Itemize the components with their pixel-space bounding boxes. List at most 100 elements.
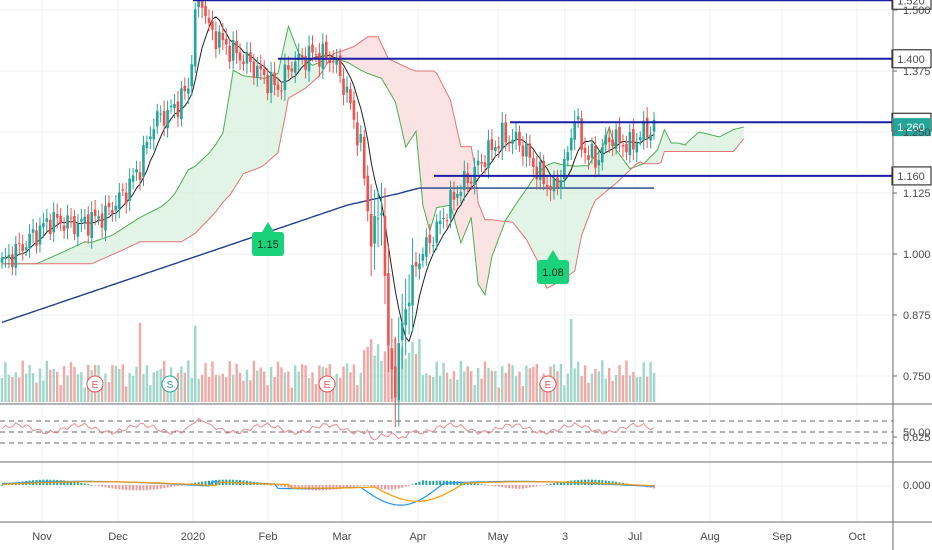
macd-histogram-bar [139,485,141,491]
candle-body [35,230,38,246]
candle-body [618,126,621,143]
candle-body [521,145,525,157]
macd-histogram-bar [390,485,393,490]
candle-body [614,129,618,149]
price-tick-label: 1.250 [903,127,931,139]
candle-body [318,53,321,67]
candle-body [252,61,256,78]
macd-histogram-bar [404,485,407,487]
candle-body [86,214,90,236]
candle-body [325,41,328,58]
candle-body [428,234,432,244]
price-tick-label: 1.000 [903,249,931,261]
volume-bar [559,363,563,402]
macd-histogram-bar [484,484,486,486]
macd-histogram-bar [549,483,552,485]
volume-bar [601,360,604,402]
volume-bar [156,370,159,402]
candle-body [535,166,539,180]
candle-body [356,122,359,146]
volume-bar [473,384,476,402]
volume-bar [187,360,190,402]
volume-bar [535,363,538,402]
volume-bar [100,380,104,402]
candle-body [7,254,11,258]
volume-bar [428,375,431,402]
volume-bar [24,373,28,402]
volume-bar [76,374,80,402]
candle-body [190,64,194,87]
candle-body [138,172,142,180]
candle-body [542,160,545,185]
macd-histogram-bar [394,485,397,490]
macd-histogram-bar [504,485,507,488]
macd-histogram-bar [363,484,366,486]
cloud-bull [643,127,744,164]
volume-bar [228,361,231,402]
volume-bar [159,369,162,402]
candle-body [31,229,35,233]
volume-bar [131,375,135,402]
candle-body [4,257,7,259]
volume-bar [425,373,428,402]
candle-body [345,86,349,93]
macd-tick: 0.000 [903,480,931,492]
macd-histogram-bar [166,485,169,488]
volume-bar [7,374,11,402]
volume-bar [563,385,566,402]
candle-body [559,180,563,189]
time-axis[interactable]: Nov Dec 2020 Feb Mar Apr May 3 Jul Aug Sep Oct [32,531,865,543]
macd-histogram-bar [104,485,107,488]
volume-bar [504,373,507,402]
time-tick-label: Jul [628,531,642,543]
price-tick-label: 0.625 [903,432,931,444]
macd-histogram-bar [152,485,155,490]
candle-body [273,72,276,86]
candle-body [283,64,287,91]
macd-histogram-bar [594,479,597,485]
candle-body [293,61,297,73]
macd-histogram-bar [107,485,110,488]
volume-bar [645,376,649,402]
macd-histogram-bar [459,481,462,485]
level-tag-label: 1.160 [897,171,925,183]
callout-box [252,232,284,256]
volume-bar [218,375,221,402]
macd-histogram-bar [80,482,83,485]
macd-histogram-bar [170,485,173,488]
rsi-pane: 50.00 [0,418,931,444]
candle-body [59,215,62,224]
candle-body [224,38,228,45]
macd-histogram-bar [76,482,79,485]
volume-bar [214,374,218,402]
volume-bar [62,366,66,402]
candle-body [628,132,632,156]
event-marker-letter: E [92,380,99,391]
event-marker-letter: E [324,380,331,391]
volume-bar [514,376,518,402]
macd-histogram-bar [201,481,204,485]
volume-bar [501,366,504,402]
candle-body [97,216,100,219]
volume-bar [345,363,349,402]
candle-body [545,184,549,187]
macd-histogram-bar [335,485,338,490]
candle-body [331,60,335,63]
volume-bar [363,350,366,402]
volume-bar [66,375,69,402]
macd-histogram-bar [611,481,614,485]
macd-line [1,480,655,506]
volume-bar [221,373,224,402]
macd-histogram-bar [356,485,359,487]
macd-histogram-bar [415,483,417,485]
price-axis[interactable]: 1.6251.5001.3751.2501.1251.0000.8750.750… [893,0,931,444]
volume-bar [576,361,580,402]
candle-body [118,192,121,209]
volume-bar [104,373,107,402]
candle-body [311,44,314,53]
candle-body [280,90,283,92]
event-marker [318,375,336,393]
candle-body [528,143,532,158]
